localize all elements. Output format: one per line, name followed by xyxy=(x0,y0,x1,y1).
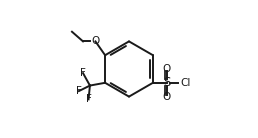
Text: F: F xyxy=(76,86,82,96)
Text: F: F xyxy=(86,94,92,104)
Text: O: O xyxy=(163,64,171,74)
Text: O: O xyxy=(91,36,100,46)
Text: F: F xyxy=(80,68,86,78)
Text: Cl: Cl xyxy=(181,78,191,88)
Text: O: O xyxy=(163,92,171,102)
Text: S: S xyxy=(163,76,170,89)
